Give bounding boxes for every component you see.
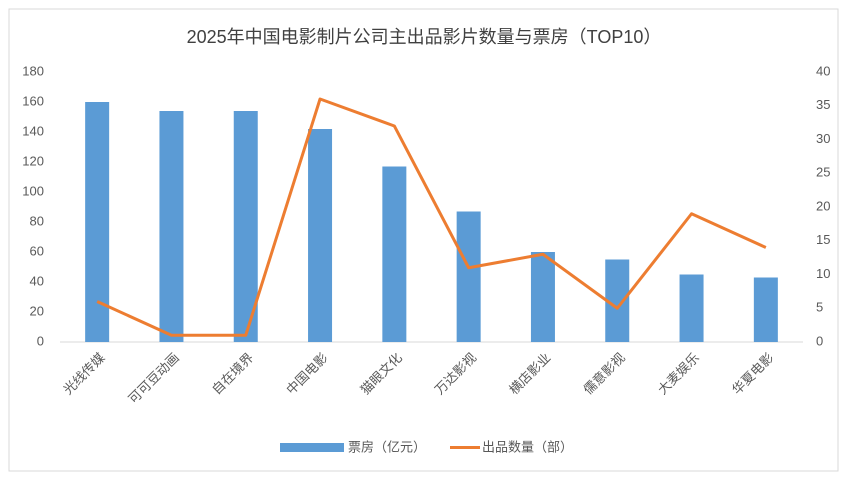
bar bbox=[233, 111, 258, 342]
y2-tick-label: 35 bbox=[816, 97, 830, 112]
legend-label: 票房（亿元） bbox=[348, 439, 426, 454]
y2-tick-label: 25 bbox=[816, 165, 830, 180]
chart-title: 2025年中国电影制片公司主出品影片数量与票房（TOP10） bbox=[187, 27, 662, 47]
y2-tick-label: 15 bbox=[816, 232, 830, 247]
y-tick-label: 180 bbox=[22, 63, 44, 78]
bar bbox=[753, 277, 778, 342]
legend-label: 出品数量（部） bbox=[482, 439, 573, 454]
y-tick-label: 60 bbox=[30, 243, 44, 258]
bar bbox=[530, 252, 555, 342]
y-tick-label: 20 bbox=[30, 303, 44, 318]
bar bbox=[308, 129, 333, 342]
legend-swatch bbox=[280, 443, 344, 452]
y2-tick-label: 40 bbox=[816, 63, 830, 78]
y2-tick-label: 5 bbox=[816, 300, 823, 315]
bar bbox=[159, 111, 184, 342]
bar bbox=[679, 274, 704, 342]
y2-tick-label: 0 bbox=[816, 333, 823, 348]
bar bbox=[456, 211, 481, 342]
y2-tick-label: 20 bbox=[816, 198, 830, 213]
line bbox=[96, 97, 767, 337]
y-tick-label: 100 bbox=[22, 183, 44, 198]
y2-tick-label: 30 bbox=[816, 131, 830, 146]
y-tick-label: 160 bbox=[22, 93, 44, 108]
bar bbox=[382, 166, 407, 342]
y-tick-label: 80 bbox=[30, 213, 44, 228]
y-tick-label: 40 bbox=[30, 273, 44, 288]
y-tick-label: 0 bbox=[37, 333, 44, 348]
chart-frame bbox=[8, 8, 839, 472]
y-tick-label: 120 bbox=[22, 153, 44, 168]
y-tick-label: 140 bbox=[22, 123, 44, 138]
y2-tick-label: 10 bbox=[816, 266, 830, 281]
